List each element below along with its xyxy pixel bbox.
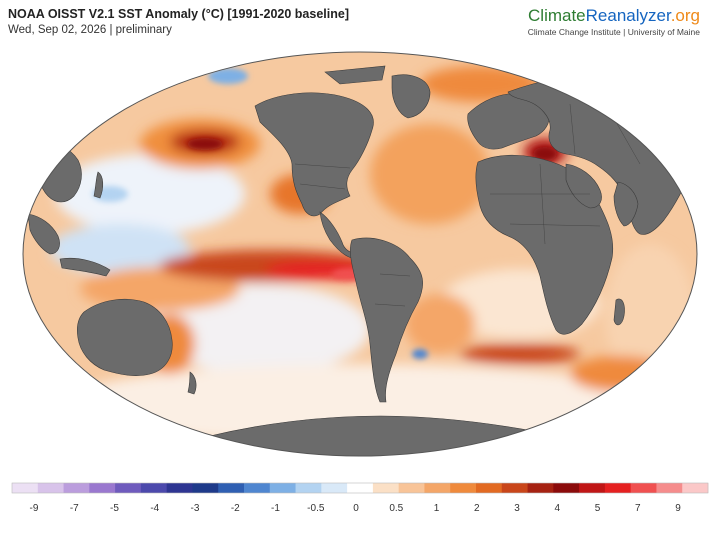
- map-subtitle: Wed, Sep 02, 2026 | preliminary: [8, 24, 172, 36]
- legend-swatch: [347, 483, 374, 493]
- globe: [23, 52, 697, 456]
- legend-label: 0: [353, 503, 359, 514]
- brand-reanalyzer: Reanalyzer: [585, 6, 671, 25]
- legend-swatch: [192, 483, 219, 493]
- country-borders: [294, 93, 641, 307]
- legend-swatch: [115, 483, 142, 493]
- header: NOAA OISST V2.1 SST Anomaly (°C) [1991-2…: [0, 0, 720, 48]
- legend-swatch: [89, 483, 116, 493]
- india-land: [613, 181, 639, 227]
- new-zealand-land: [187, 371, 197, 395]
- legend-label: 5: [595, 503, 601, 514]
- legend-swatch: [527, 483, 554, 493]
- legend-label: 1: [434, 503, 440, 514]
- legend-swatch: [140, 483, 168, 493]
- australia-land: [76, 298, 173, 376]
- legend-swatch: [682, 483, 709, 493]
- legend-label: 3: [514, 503, 520, 514]
- legend-labels: -9 -7 -5 -4 -3 -2 -1 -0.5 0 0.5 1 2 3 4 5 7 9: [30, 503, 682, 514]
- legend-swatch: [656, 483, 683, 493]
- legend-swatch: [37, 483, 64, 493]
- world-map: [22, 51, 698, 457]
- legend-label: -5: [110, 503, 119, 514]
- legend-label: -2: [231, 503, 240, 514]
- globe-outline: [22, 51, 698, 457]
- europe-land: [467, 93, 550, 150]
- south-america-land: [350, 237, 423, 403]
- brand-name[interactable]: ClimateReanalyzer.org: [528, 6, 700, 26]
- legend-swatch: [321, 483, 348, 493]
- brand-subtitle: Climate Change Institute | University of…: [527, 27, 700, 37]
- legend-label: -9: [30, 503, 39, 514]
- legend-label: 4: [555, 503, 561, 514]
- legend-label: 9: [675, 503, 681, 514]
- legend-swatch: [166, 483, 193, 493]
- brand-climate: Climate: [528, 6, 586, 25]
- indonesia-land: [59, 257, 111, 277]
- legend-swatch: [450, 483, 477, 493]
- legend-frame: [11, 482, 709, 494]
- legend-swatch: [579, 483, 606, 493]
- legend-swatch: [269, 483, 296, 493]
- legend-label: 0.5: [389, 503, 403, 514]
- legend-swatch: [244, 483, 271, 493]
- arctic-canada-land: [324, 65, 386, 85]
- legend-label: -4: [150, 503, 159, 514]
- legend-swatch: [553, 483, 580, 493]
- north-america-land: [254, 92, 374, 217]
- arabia-land: [565, 163, 602, 209]
- legend-label: -3: [191, 503, 200, 514]
- greenland-land: [391, 74, 431, 119]
- legend-swatch: [630, 483, 657, 493]
- legend-swatch: [12, 483, 39, 493]
- legend-swatch: [295, 483, 322, 493]
- legend-swatch: [501, 483, 528, 493]
- color-legend: -9 -7 -5 -4 -3 -2 -1 -0.5 0 0.5 1 2 3 4 5 7 9: [11, 482, 709, 514]
- legend-label: -7: [70, 503, 79, 514]
- southeast-asia-land: [27, 213, 60, 255]
- legend-swatch: [476, 483, 503, 493]
- legend-swatches: [11, 482, 709, 494]
- legend-label: -1: [271, 503, 280, 514]
- map-title: NOAA OISST V2.1 SST Anomaly (°C) [1991-2…: [8, 7, 349, 21]
- japan-land: [93, 171, 104, 199]
- legend-swatch: [218, 483, 245, 493]
- madagascar-land: [613, 298, 625, 326]
- legend-swatch: [424, 483, 451, 493]
- legend-label: -0.5: [307, 503, 325, 514]
- legend-swatch: [372, 483, 400, 493]
- brand-logo[interactable]: ClimateReanalyzer.org Climate Change Ins…: [528, 6, 700, 37]
- legend-swatch: [398, 483, 425, 493]
- legend-swatch: [604, 483, 632, 493]
- legend-label: 7: [635, 503, 641, 514]
- brand-org: .org: [670, 6, 700, 25]
- legend-swatch: [63, 483, 90, 493]
- legend-label: 2: [474, 503, 480, 514]
